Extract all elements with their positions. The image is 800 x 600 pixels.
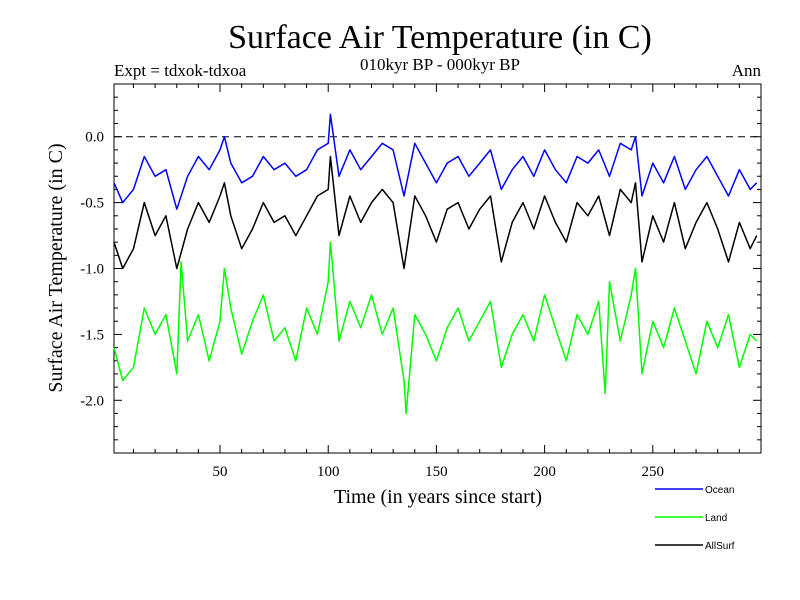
series-line-allsurf xyxy=(113,155,758,270)
x-axis-ticks: 50 100 150 200 250 xyxy=(132,84,740,480)
x-tick-label: 100 xyxy=(317,464,340,480)
y-tick-label: 0.0 xyxy=(85,130,104,146)
y-tick-label: -2.0 xyxy=(80,393,104,409)
period-label: 010kyr BP - 000kyr BP xyxy=(360,55,520,74)
y-axis-label: Surface Air Temperature (in C) xyxy=(45,143,67,392)
series-line-ocean xyxy=(113,113,758,210)
legend-label-land: Land xyxy=(705,513,727,524)
y-axis-ticks: 0.0 -0.5 -1.0 -1.5 -2.0 xyxy=(80,83,761,454)
x-tick-label: 150 xyxy=(425,464,448,480)
y-tick-label: -1.5 xyxy=(80,327,104,343)
y-tick-label: -0.5 xyxy=(80,196,104,212)
x-tick-label: 200 xyxy=(533,464,556,480)
x-tick-label: 250 xyxy=(642,464,665,480)
legend-label-ocean: Ocean xyxy=(705,485,734,496)
legend-label-allsurf: AllSurf xyxy=(705,541,735,552)
experiment-label: Expt = tdxok-tdxoa xyxy=(114,61,247,80)
chart-title: Surface Air Temperature (in C) xyxy=(228,19,652,56)
x-tick-label: 50 xyxy=(213,464,228,480)
series-lines xyxy=(113,113,758,415)
series-line-land xyxy=(113,241,758,415)
y-tick-label: -1.0 xyxy=(80,262,104,278)
x-axis-label: Time (in years since start) xyxy=(334,486,542,508)
plot-frame xyxy=(113,83,762,454)
season-label: Ann xyxy=(732,61,762,80)
legend: Ocean Land AllSurf xyxy=(655,485,735,552)
